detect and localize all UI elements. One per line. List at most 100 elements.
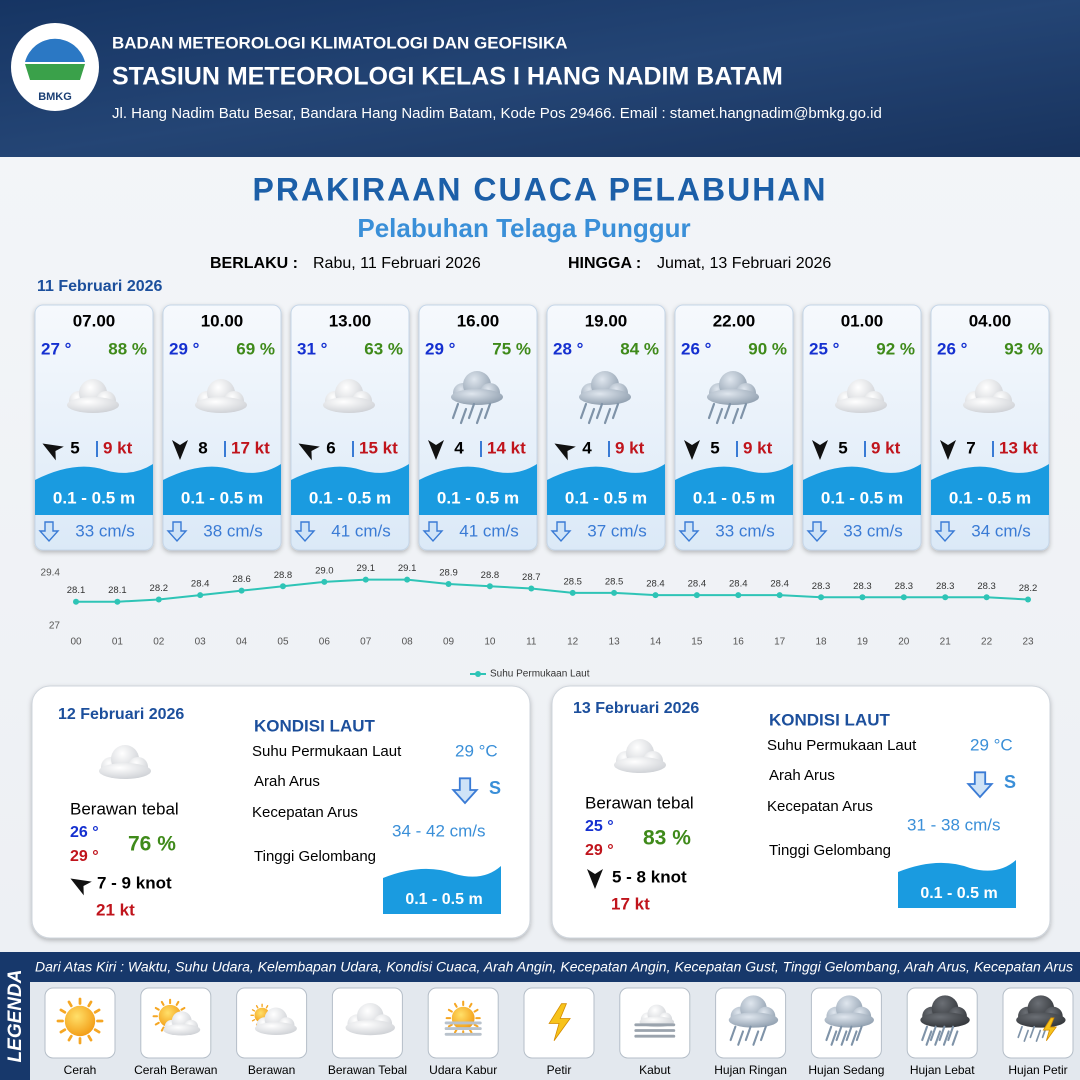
wave-shape bbox=[898, 860, 1016, 908]
cloud-part bbox=[824, 1012, 874, 1028]
weather-icon bbox=[548, 1003, 571, 1041]
current-arrow bbox=[294, 521, 316, 543]
legend-name: Hujan Sedang bbox=[808, 1063, 884, 1077]
rain-drop bbox=[475, 407, 484, 425]
x-tick-label: 17 bbox=[774, 637, 786, 648]
current-speed: 38 cm/s bbox=[203, 521, 263, 540]
current-arrow bbox=[678, 521, 700, 543]
temp-max: 29 ° bbox=[70, 848, 99, 865]
humidity: 92 % bbox=[876, 339, 915, 358]
value-label: 28.8 bbox=[274, 570, 293, 581]
wave-shape bbox=[35, 464, 153, 515]
rain-drop bbox=[459, 407, 468, 425]
value-label: 29.1 bbox=[398, 563, 417, 574]
cloud bbox=[99, 745, 151, 779]
current-speed: 31 - 38 cm/s bbox=[907, 815, 1001, 834]
value-label: 28.4 bbox=[770, 579, 789, 590]
legend-name: Petir bbox=[547, 1063, 572, 1077]
cloud bbox=[728, 995, 779, 1028]
y-tick-label: 29.4 bbox=[41, 568, 61, 579]
humidity: 75 % bbox=[492, 339, 531, 358]
humidity: 90 % bbox=[748, 339, 787, 358]
legend-item: Hujan Petir bbox=[1002, 987, 1074, 1077]
humidity: 76 % bbox=[128, 833, 176, 856]
cloud-part bbox=[579, 389, 631, 405]
current-arrow bbox=[806, 521, 828, 543]
weather-icon bbox=[963, 379, 1015, 413]
weather-icon bbox=[824, 995, 874, 1046]
cloud-part bbox=[451, 389, 503, 405]
date: 13 Februari 2026 bbox=[573, 700, 699, 717]
legend-name: Udara Kabur bbox=[429, 1063, 497, 1077]
air-temp: 29 ° bbox=[169, 339, 200, 358]
value-label: 28.2 bbox=[1019, 583, 1038, 594]
cloud-part bbox=[1016, 1012, 1066, 1028]
value-label: 29.0 bbox=[315, 565, 334, 576]
weather-icon bbox=[614, 739, 666, 773]
cloud bbox=[824, 995, 874, 1028]
legend-side bbox=[0, 952, 30, 1080]
rain-drop bbox=[835, 1025, 843, 1042]
sun-ray bbox=[468, 1002, 473, 1008]
point bbox=[362, 576, 369, 583]
legend-name: Hujan Ringan bbox=[714, 1063, 787, 1077]
value-label: 28.7 bbox=[522, 572, 541, 583]
sea-title: KONDISI LAUT bbox=[769, 710, 891, 729]
cloud bbox=[835, 379, 887, 413]
value-label: 28.3 bbox=[853, 581, 872, 592]
rain-drop bbox=[942, 1030, 950, 1046]
y-tick-label: 27 bbox=[49, 621, 61, 632]
rain-drop bbox=[723, 402, 732, 420]
rain-drop bbox=[925, 1030, 933, 1046]
sun-ray bbox=[251, 1018, 256, 1022]
rain-drop bbox=[731, 407, 740, 425]
wind-speed: 7 bbox=[966, 438, 975, 457]
cloud bbox=[345, 1002, 395, 1036]
point bbox=[404, 576, 411, 583]
x-tick-label: 14 bbox=[650, 637, 662, 648]
value-label: 28.3 bbox=[895, 581, 914, 592]
point bbox=[818, 594, 825, 601]
point bbox=[942, 594, 949, 601]
x-tick-label: 03 bbox=[195, 637, 207, 648]
point bbox=[776, 592, 783, 599]
current-arrow bbox=[166, 521, 188, 543]
sst-label: Suhu Permukaan Laut bbox=[767, 737, 917, 754]
weather-icon bbox=[250, 1003, 297, 1036]
x-tick-label: 13 bbox=[609, 637, 621, 648]
rain-drop bbox=[587, 407, 596, 425]
wind: 5 - 8 knot bbox=[612, 867, 687, 886]
air-temp: 31 ° bbox=[297, 339, 328, 358]
value-label: 28.3 bbox=[977, 581, 996, 592]
x-tick-label: 08 bbox=[402, 637, 414, 648]
sun-ray bbox=[59, 1008, 67, 1014]
logo-sky bbox=[25, 38, 85, 62]
sun-ray bbox=[93, 1008, 101, 1014]
value-label: 28.2 bbox=[150, 583, 169, 594]
legend-item: Hujan Lebat bbox=[906, 987, 978, 1077]
time: 13.00 bbox=[329, 311, 372, 330]
condition: Berawan tebal bbox=[585, 793, 694, 812]
gust: 9 kt bbox=[743, 438, 773, 457]
cloud bbox=[639, 1004, 675, 1028]
temp-min: 25 ° bbox=[585, 818, 614, 835]
point bbox=[900, 594, 907, 601]
sun-disc bbox=[451, 1006, 475, 1030]
air-temp: 27 ° bbox=[41, 339, 72, 358]
gust: 14 kt bbox=[487, 438, 526, 457]
wave-label: Tinggi Gelombang bbox=[769, 842, 891, 859]
lightning bbox=[1042, 1017, 1058, 1041]
rain-drop bbox=[595, 402, 604, 420]
wind-speed: 5 bbox=[838, 438, 847, 457]
wave-height: 0.1 - 0.5 m bbox=[565, 488, 647, 507]
day-panel: 12 Februari 2026 Berawan tebal 26 ° 29 ° 76 … bbox=[58, 706, 501, 919]
value-label: 28.8 bbox=[481, 570, 500, 581]
wind-arrow bbox=[940, 440, 956, 460]
legend-bar bbox=[30, 952, 1080, 982]
x-tick-label: 16 bbox=[733, 637, 745, 648]
point bbox=[528, 585, 535, 592]
